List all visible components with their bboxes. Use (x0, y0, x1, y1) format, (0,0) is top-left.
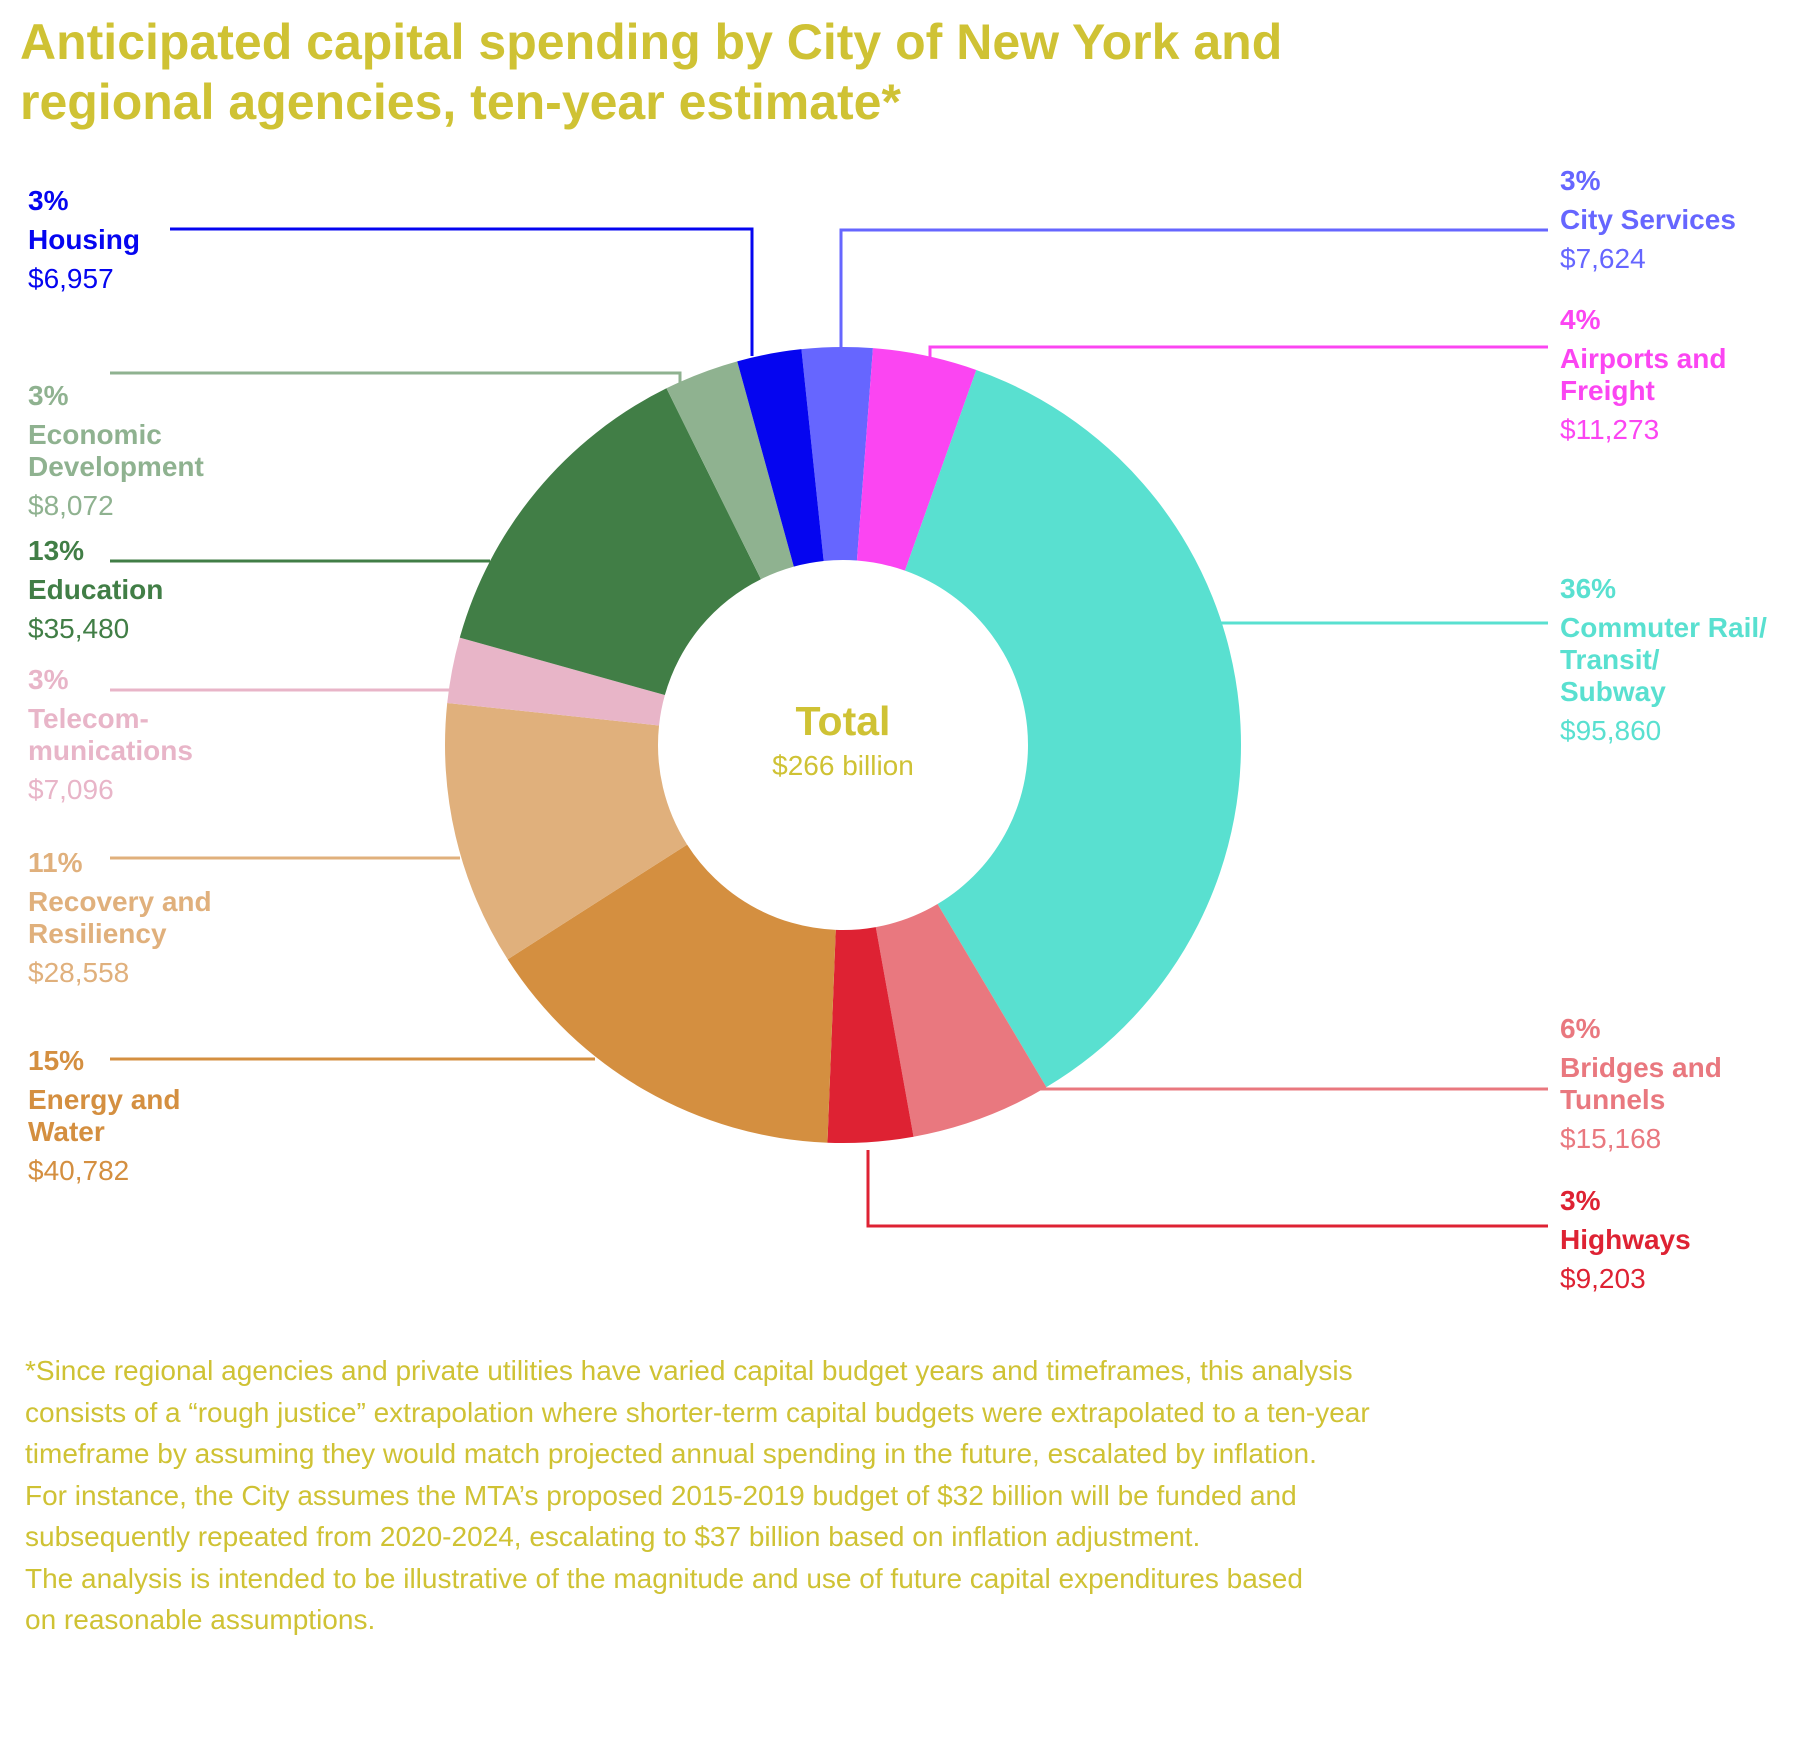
leader-line-highways (866, 1150, 1548, 1228)
slice-name: City Services (1560, 204, 1736, 235)
slice-energy-and-water (507, 844, 836, 1143)
donut-chart: 3% City Services $7,624 4% Airports andFreig… (28, 165, 1767, 1294)
footnote: *Since regional agencies and private uti… (25, 1350, 1525, 1641)
leader-line-airports-and-freight (928, 345, 1548, 362)
slice-label-highways: 3% Highways $9,203 (1560, 1185, 1691, 1294)
slice-percent: 15% (28, 1045, 84, 1076)
slice-label-education: 13% Education $35,480 (28, 535, 163, 644)
leader-lines (110, 227, 1548, 1228)
slice-airports-and-freight (856, 348, 977, 571)
slice-commuter-rail-transit-subway (904, 369, 1242, 1088)
slice-name: Development (28, 451, 204, 482)
slice-recovery-and-resiliency (444, 702, 688, 960)
slice-name: Economic (28, 419, 162, 450)
slice-labels: 3% City Services $7,624 4% Airports andFreig… (28, 165, 1767, 1294)
leader-line-housing (170, 227, 754, 356)
slice-name: Tunnels (1560, 1084, 1665, 1115)
chart-title-line-1: Anticipated capital spending by City of … (20, 14, 1283, 70)
slice-value: $6,957 (28, 263, 114, 294)
slice-name: Energy and (28, 1084, 180, 1115)
slice-name: Recovery and (28, 886, 212, 917)
slice-value: $7,096 (28, 774, 114, 805)
slice-city-services (801, 346, 873, 562)
slice-education (459, 388, 761, 696)
footnote-line: The analysis is intended to be illustrat… (25, 1562, 1303, 1594)
slice-highways (827, 927, 914, 1143)
slice-value: $40,782 (28, 1155, 129, 1186)
slice-label-housing: 3% Housing $6,957 (28, 185, 140, 294)
footnote-line: consists of a “rough justice” extrapolat… (25, 1396, 1370, 1428)
slice-value: $11,273 (1560, 414, 1659, 445)
slice-percent: 6% (1560, 1013, 1601, 1044)
slice-label-city-services: 3% City Services $7,624 (1560, 165, 1736, 274)
footnote-line: subsequently repeated from 2020-2024, es… (25, 1521, 1201, 1552)
slice-name: Freight (1560, 375, 1655, 406)
slice-name: Subway (1560, 676, 1666, 707)
slice-name: Resiliency (28, 918, 167, 949)
chart-title: Anticipated capital spending by City of … (20, 12, 1420, 132)
slice-name: munications (28, 735, 193, 766)
slice-percent: 3% (28, 185, 69, 216)
slice-name: Telecom- (28, 703, 149, 734)
slice-percent: 3% (28, 664, 69, 695)
slice-percent: 3% (28, 380, 69, 411)
slice-value: $7,624 (1560, 243, 1646, 274)
slice-name: Housing (28, 224, 140, 255)
chart-slices (444, 346, 1242, 1143)
slice-economic-development (666, 361, 794, 580)
slice-percent: 3% (1560, 1185, 1601, 1216)
slice-name: Bridges and (1560, 1052, 1722, 1083)
center-value: $266 billion (772, 750, 914, 781)
slice-percent: 36% (1560, 573, 1616, 604)
slice-label-telecommunications: 3% Telecom-munications $7,096 (28, 664, 193, 805)
footnote-line: timeframe by assuming they would match p… (25, 1438, 1317, 1469)
chart-title-line-2: regional agencies, ten-year estimate* (20, 74, 901, 130)
slice-name: Education (28, 574, 163, 605)
leader-line-city-services (839, 228, 1548, 348)
slice-housing (737, 349, 824, 567)
slice-percent: 11% (28, 847, 83, 878)
slice-label-commuter-rail-transit-subway: 36% Commuter Rail/Transit/Subway $95,860 (1560, 573, 1767, 746)
footnote-line: *Since regional agencies and private uti… (25, 1355, 1353, 1386)
slice-percent: 13% (28, 535, 84, 566)
slice-value: $28,558 (28, 957, 129, 988)
slice-percent: 3% (1560, 165, 1601, 196)
slice-value: $35,480 (28, 613, 129, 644)
leader-line-economic-development (110, 371, 682, 383)
slice-name: Airports and (1560, 343, 1726, 374)
center-label: Total (796, 698, 891, 744)
slice-name: Commuter Rail/ (1560, 612, 1767, 643)
slice-value: $9,203 (1560, 1263, 1646, 1294)
footnote-line: on reasonable assumptions. (25, 1604, 376, 1635)
footnote-line: For instance, the City assumes the MTA’s… (25, 1479, 1297, 1511)
slice-name: Transit/ (1560, 644, 1660, 675)
slice-percent: 4% (1560, 304, 1601, 335)
slice-value: $95,860 (1560, 715, 1661, 746)
slice-bridges-and-tunnels (875, 904, 1047, 1137)
slice-name: Highways (1560, 1224, 1691, 1255)
slice-telecommunications (447, 637, 665, 726)
slice-name: Water (28, 1116, 105, 1147)
slice-value: $8,072 (28, 490, 114, 521)
slice-value: $15,168 (1560, 1123, 1661, 1154)
